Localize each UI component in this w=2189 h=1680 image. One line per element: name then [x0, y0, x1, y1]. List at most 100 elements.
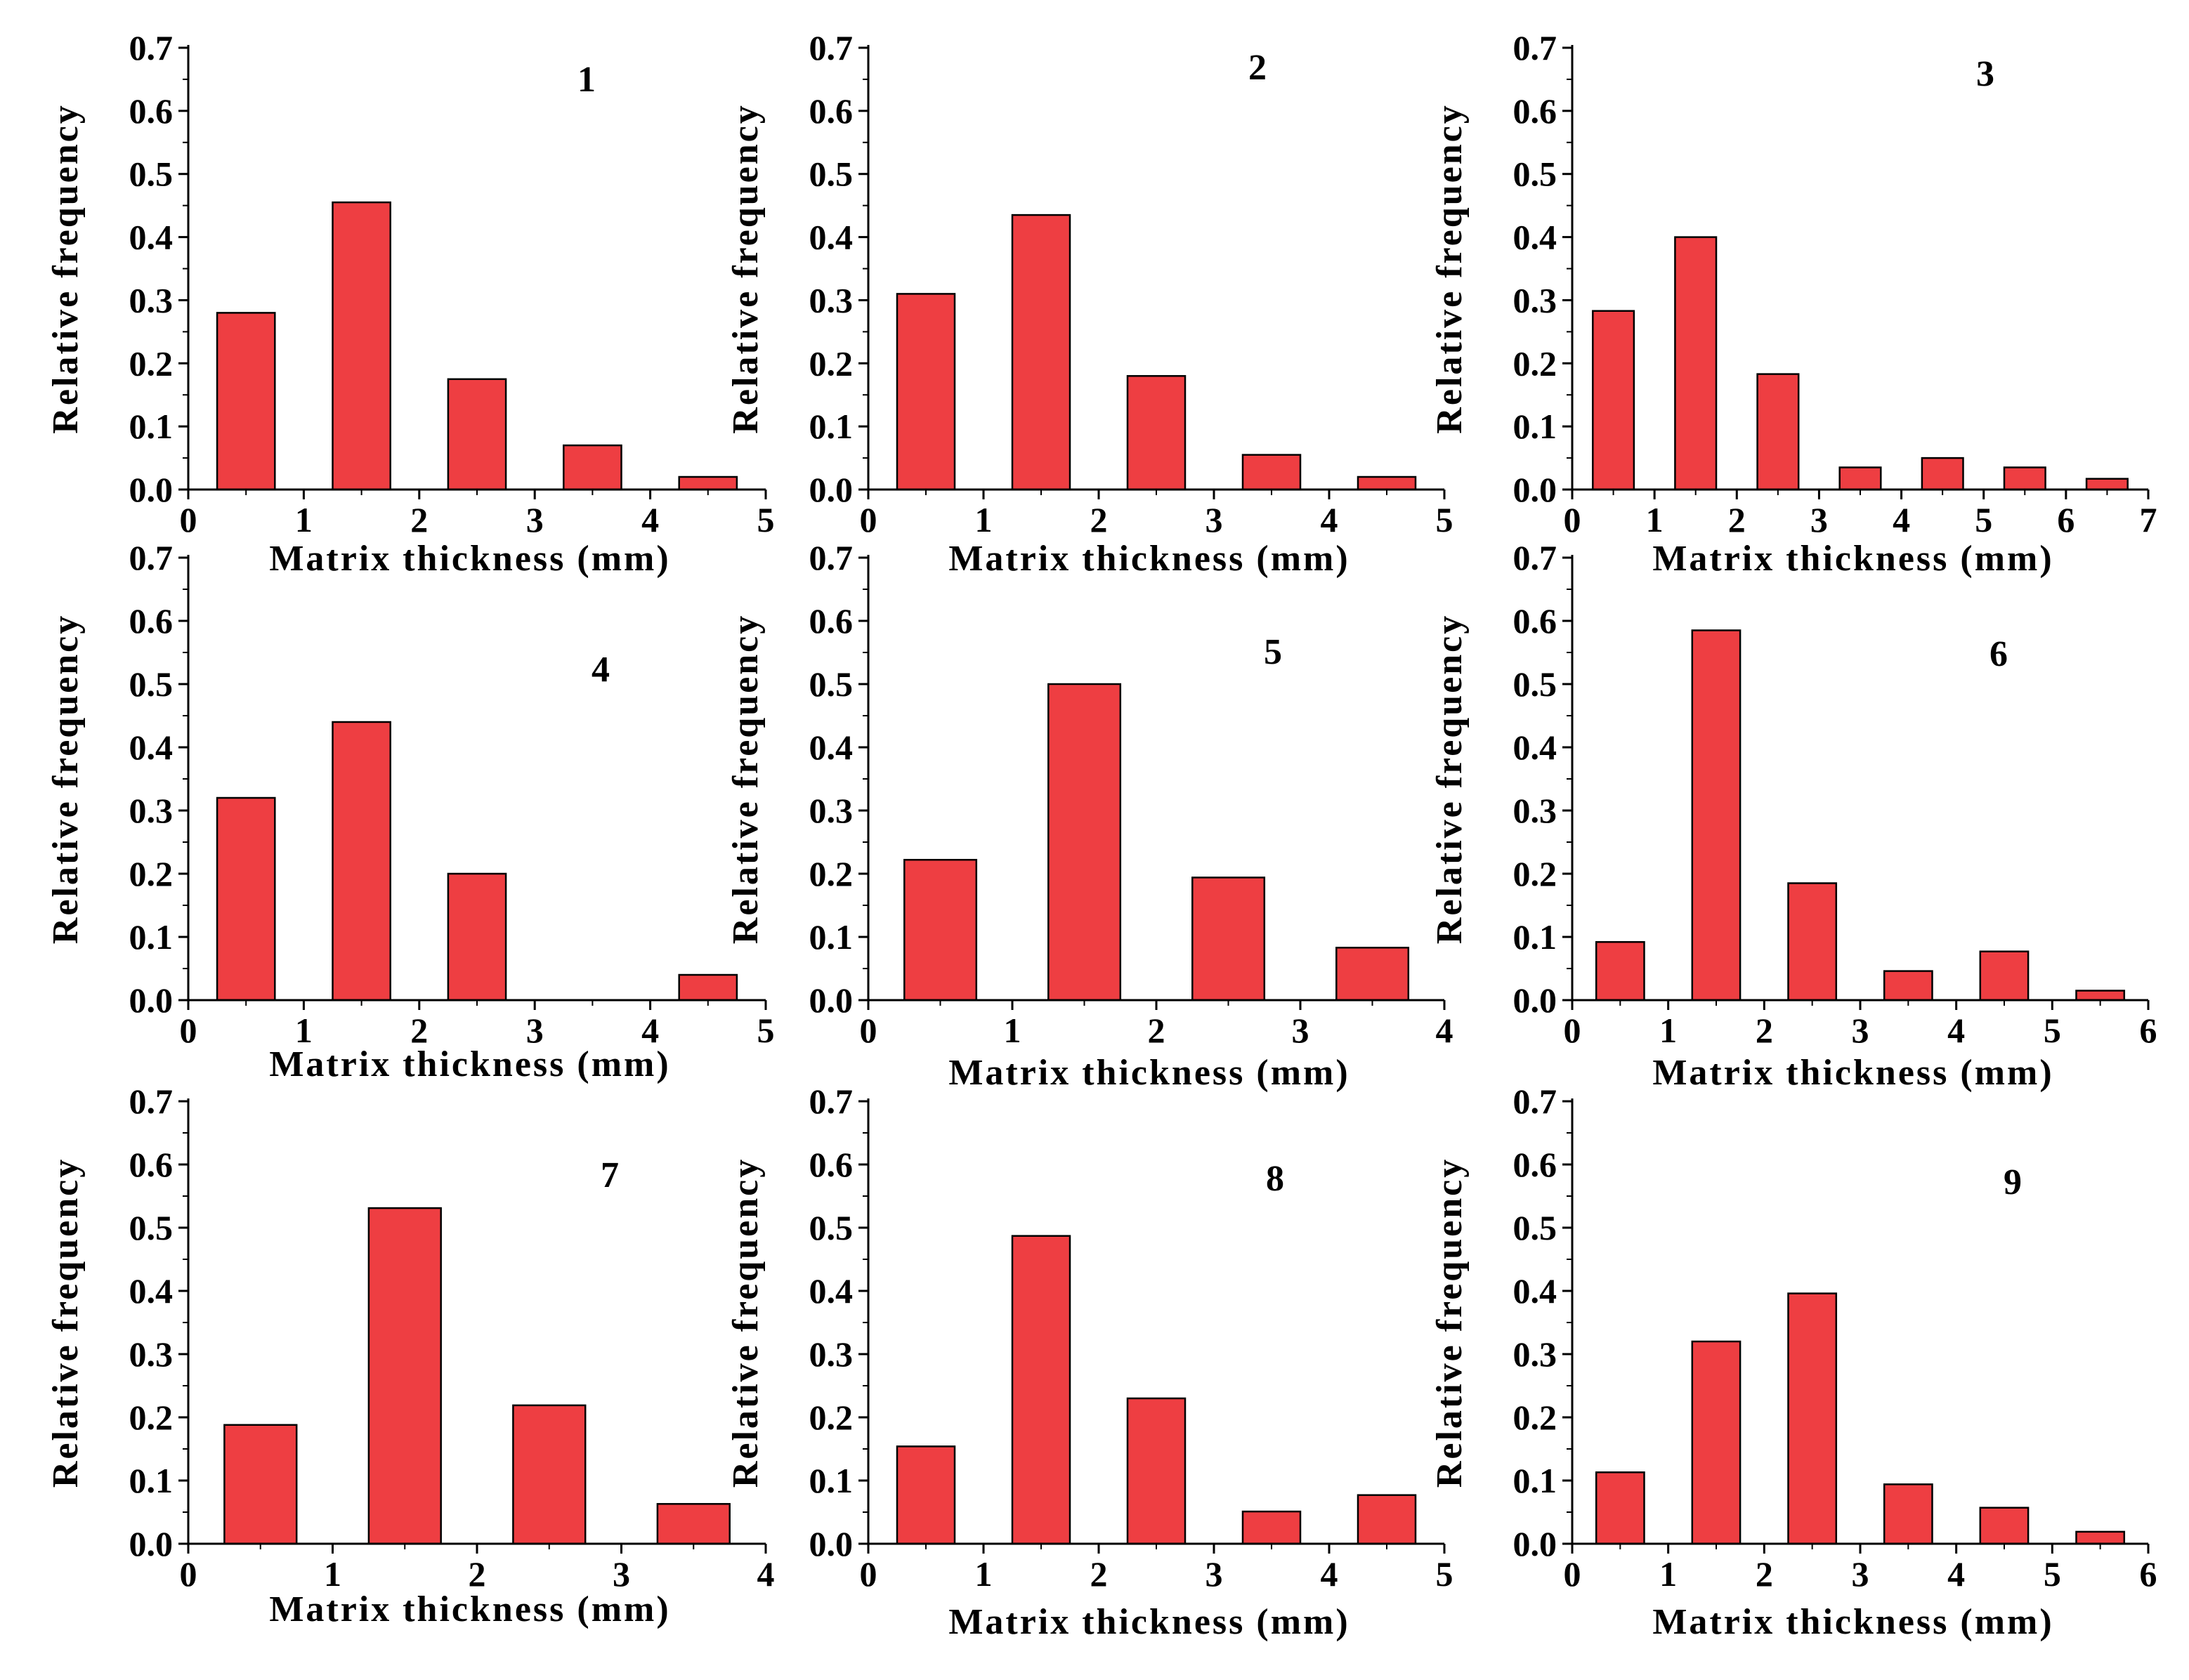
y-tick-label-panel-6-4: 0.4: [1513, 728, 1557, 767]
bar-panel-9-bin-4: [1883, 1483, 1933, 1545]
bar-panel-3-bin-3: [1756, 373, 1800, 491]
axes-panel-6: [1571, 555, 2148, 1002]
bar-panel-9-bin-5: [1979, 1507, 2030, 1545]
x-tick-label-panel-7-4: 4: [757, 1554, 775, 1594]
x-tick-label-panel-6-0: 0: [1564, 1011, 1581, 1050]
y-tick-label-panel-5-4: 0.4: [809, 728, 854, 767]
histogram-panel-5: 0.0 0.1 0.2 0.3 0.4 0.5 0.6 0.7 0 1 2 3 4 Relative fr…: [726, 538, 1453, 1093]
x-axis-title-panel-4: Matrix thickness (mm): [269, 1044, 670, 1084]
x-tick-label-panel-1-1: 1: [295, 500, 313, 539]
y-tick-label-panel-1-4: 0.4: [129, 218, 174, 257]
y-tick-label-panel-9-5: 0.5: [1513, 1208, 1557, 1247]
bar-panel-8-bin-4: [1241, 1510, 1302, 1545]
y-tick-label-panel-8-4: 0.4: [809, 1271, 854, 1311]
x-tick-label-panel-9-5: 5: [2044, 1554, 2061, 1594]
x-axis-title-panel-9: Matrix thickness (mm): [1652, 1602, 2053, 1642]
bar-panel-2-bin-5: [1357, 475, 1417, 491]
x-axis-title-panel-8: Matrix thickness (mm): [948, 1602, 1350, 1642]
panel-number-6: 6: [1989, 634, 2008, 674]
y-tick-label-panel-2-6: 0.6: [809, 91, 854, 131]
axes-panel-9: [1571, 1098, 2148, 1545]
y-axis-title-panel-1: Relative frequency: [46, 103, 86, 433]
bar-panel-3-bin-5: [1921, 457, 1964, 491]
histogram-panel-7: 0.0 0.1 0.2 0.3 0.4 0.5 0.6 0.7 0 1 2 3 4 Relative fr…: [46, 1082, 775, 1629]
bar-panel-1-bin-3: [447, 378, 507, 491]
x-tick-label-panel-4-3: 3: [526, 1011, 544, 1050]
x-tick-label-panel-2-4: 4: [1321, 500, 1338, 539]
y-tick-label-panel-9-3: 0.3: [1513, 1334, 1557, 1374]
panel-number-1: 1: [577, 60, 596, 100]
x-tick-label-panel-1-3: 3: [526, 500, 544, 539]
y-tick-label-panel-2-5: 0.5: [809, 155, 854, 194]
x-tick-label-panel-6-4: 4: [1947, 1011, 1965, 1050]
y-tick-label-panel-6-3: 0.3: [1513, 791, 1557, 830]
y-tick-label-panel-9-1: 0.1: [1513, 1461, 1557, 1500]
x-tick-label-panel-3-6: 6: [2057, 500, 2074, 539]
y-tick-label-panel-9-4: 0.4: [1513, 1271, 1557, 1311]
bar-panel-6-bin-3: [1787, 882, 1838, 1002]
y-tick-label-panel-1-2: 0.2: [129, 343, 174, 383]
y-tick-label-panel-8-5: 0.5: [809, 1208, 854, 1247]
axes-panel-3: [1571, 45, 2148, 491]
y-tick-label-panel-4-6: 0.6: [129, 601, 174, 641]
x-tick-label-panel-4-2: 2: [410, 1011, 428, 1050]
x-tick-label-panel-7-2: 2: [469, 1554, 486, 1594]
y-tick-label-panel-2-0: 0.0: [809, 470, 854, 509]
x-tick-label-panel-8-5: 5: [1436, 1554, 1453, 1594]
bar-panel-4-bin-5: [678, 973, 738, 1002]
y-tick-label-panel-6-2: 0.2: [1513, 854, 1557, 893]
y-tick-label-panel-4-4: 0.4: [129, 728, 174, 767]
y-axis-title-panel-6: Relative frequency: [1430, 614, 1470, 944]
y-tick-label-panel-9-2: 0.2: [1513, 1398, 1557, 1437]
x-tick-label-panel-6-6: 6: [2140, 1011, 2157, 1050]
y-axis-title-panel-9: Relative frequency: [1430, 1157, 1470, 1488]
x-tick-label-panel-5-4: 4: [1436, 1011, 1453, 1050]
x-tick-label-panel-6-2: 2: [1756, 1011, 1773, 1050]
x-tick-label-panel-9-4: 4: [1947, 1554, 1965, 1594]
y-tick-label-panel-7-4: 0.4: [129, 1271, 174, 1311]
y-tick-label-panel-5-5: 0.5: [809, 664, 854, 704]
bar-panel-4-bin-2: [332, 721, 391, 1002]
bar-panel-7-bin-3: [512, 1404, 587, 1545]
bar-panel-5-bin-3: [1191, 877, 1266, 1002]
y-tick-label-panel-8-6: 0.6: [809, 1145, 854, 1184]
y-tick-label-panel-6-7: 0.7: [1513, 538, 1557, 577]
y-tick-label-panel-5-0: 0.0: [809, 980, 854, 1020]
x-tick-label-panel-2-3: 3: [1205, 500, 1223, 539]
y-tick-label-panel-2-4: 0.4: [809, 218, 854, 257]
y-tick-label-panel-5-3: 0.3: [809, 791, 854, 830]
x-tick-label-panel-1-5: 5: [757, 500, 775, 539]
bar-panel-6-bin-5: [1979, 950, 2030, 1002]
x-tick-label-panel-2-0: 0: [860, 500, 877, 539]
bar-panel-9-bin-3: [1787, 1292, 1838, 1545]
y-tick-label-panel-2-2: 0.2: [809, 343, 854, 383]
y-tick-label-panel-3-0: 0.0: [1513, 470, 1557, 509]
x-tick-label-panel-8-1: 1: [975, 1554, 993, 1594]
y-tick-label-panel-4-2: 0.2: [129, 854, 174, 893]
y-tick-label-panel-7-5: 0.5: [129, 1208, 174, 1247]
x-axis-title-panel-6: Matrix thickness (mm): [1652, 1053, 2053, 1093]
bar-panel-1-bin-1: [216, 312, 276, 491]
x-axis-title-panel-3: Matrix thickness (mm): [1652, 539, 2053, 579]
x-tick-label-panel-9-6: 6: [2140, 1554, 2157, 1594]
x-axis-title-panel-1: Matrix thickness (mm): [269, 539, 670, 579]
x-tick-label-panel-7-0: 0: [180, 1554, 197, 1594]
y-tick-label-panel-5-2: 0.2: [809, 854, 854, 893]
y-tick-label-panel-6-0: 0.0: [1513, 980, 1557, 1020]
x-tick-label-panel-3-2: 2: [1728, 500, 1746, 539]
y-tick-label-panel-4-0: 0.0: [129, 980, 174, 1020]
y-tick-label-panel-2-3: 0.3: [809, 280, 854, 320]
x-tick-label-panel-2-2: 2: [1090, 500, 1108, 539]
bar-panel-2-bin-2: [1011, 214, 1071, 491]
y-tick-label-panel-7-0: 0.0: [129, 1524, 174, 1563]
y-tick-label-panel-9-7: 0.7: [1513, 1082, 1557, 1121]
y-tick-label-panel-7-1: 0.1: [129, 1461, 174, 1500]
x-tick-label-panel-6-5: 5: [2044, 1011, 2061, 1050]
y-axis-title-panel-4: Relative frequency: [46, 614, 86, 944]
x-tick-label-panel-5-1: 1: [1004, 1011, 1021, 1050]
bar-panel-4-bin-3: [447, 872, 507, 1002]
y-tick-label-panel-3-1: 0.1: [1513, 407, 1557, 446]
y-axis-title-panel-7: Relative frequency: [46, 1157, 86, 1488]
y-tick-label-panel-1-5: 0.5: [129, 155, 174, 194]
